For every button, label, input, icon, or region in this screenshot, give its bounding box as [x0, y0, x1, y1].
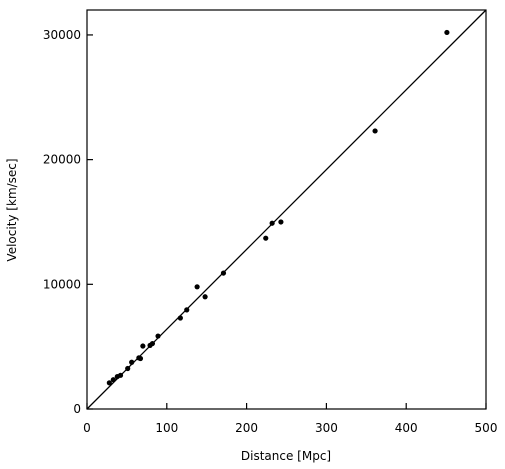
data-point — [184, 307, 190, 313]
y-tick-label: 30000 — [43, 28, 81, 42]
x-tick-label: 200 — [235, 421, 258, 435]
y-tick-label: 20000 — [43, 153, 81, 167]
y-axis-ticks: 0 10000 20000 30000 — [43, 28, 93, 416]
data-point — [194, 284, 200, 290]
data-point — [125, 365, 131, 372]
data-point — [110, 377, 116, 383]
data-point — [269, 220, 275, 226]
data-point — [149, 340, 156, 347]
y-axis-label: Velocity [km/sec] — [5, 158, 19, 261]
data-point — [106, 380, 112, 386]
x-tick-label: 0 — [83, 421, 91, 435]
data-point — [140, 343, 146, 349]
x-axis-ticks: 0 100 200 300 400 500 — [83, 403, 497, 435]
data-point — [444, 29, 450, 36]
data-point — [263, 235, 269, 241]
data-point — [155, 333, 161, 339]
x-tick-label: 500 — [475, 421, 498, 435]
y-tick-label: 10000 — [43, 277, 81, 291]
data-point — [177, 315, 183, 321]
x-tick-label: 100 — [155, 421, 178, 435]
data-point — [278, 219, 284, 225]
x-tick-label: 400 — [395, 421, 418, 435]
y-tick-label: 0 — [73, 402, 81, 416]
data-point — [220, 270, 227, 276]
x-tick-label: 300 — [315, 421, 338, 435]
data-point — [117, 372, 124, 378]
x-axis-label: Distance [Mpc] — [241, 449, 331, 463]
points-layer — [106, 29, 450, 386]
data-point — [372, 128, 378, 134]
data-point — [129, 359, 135, 365]
data-point — [202, 294, 208, 300]
data-point — [137, 355, 144, 362]
